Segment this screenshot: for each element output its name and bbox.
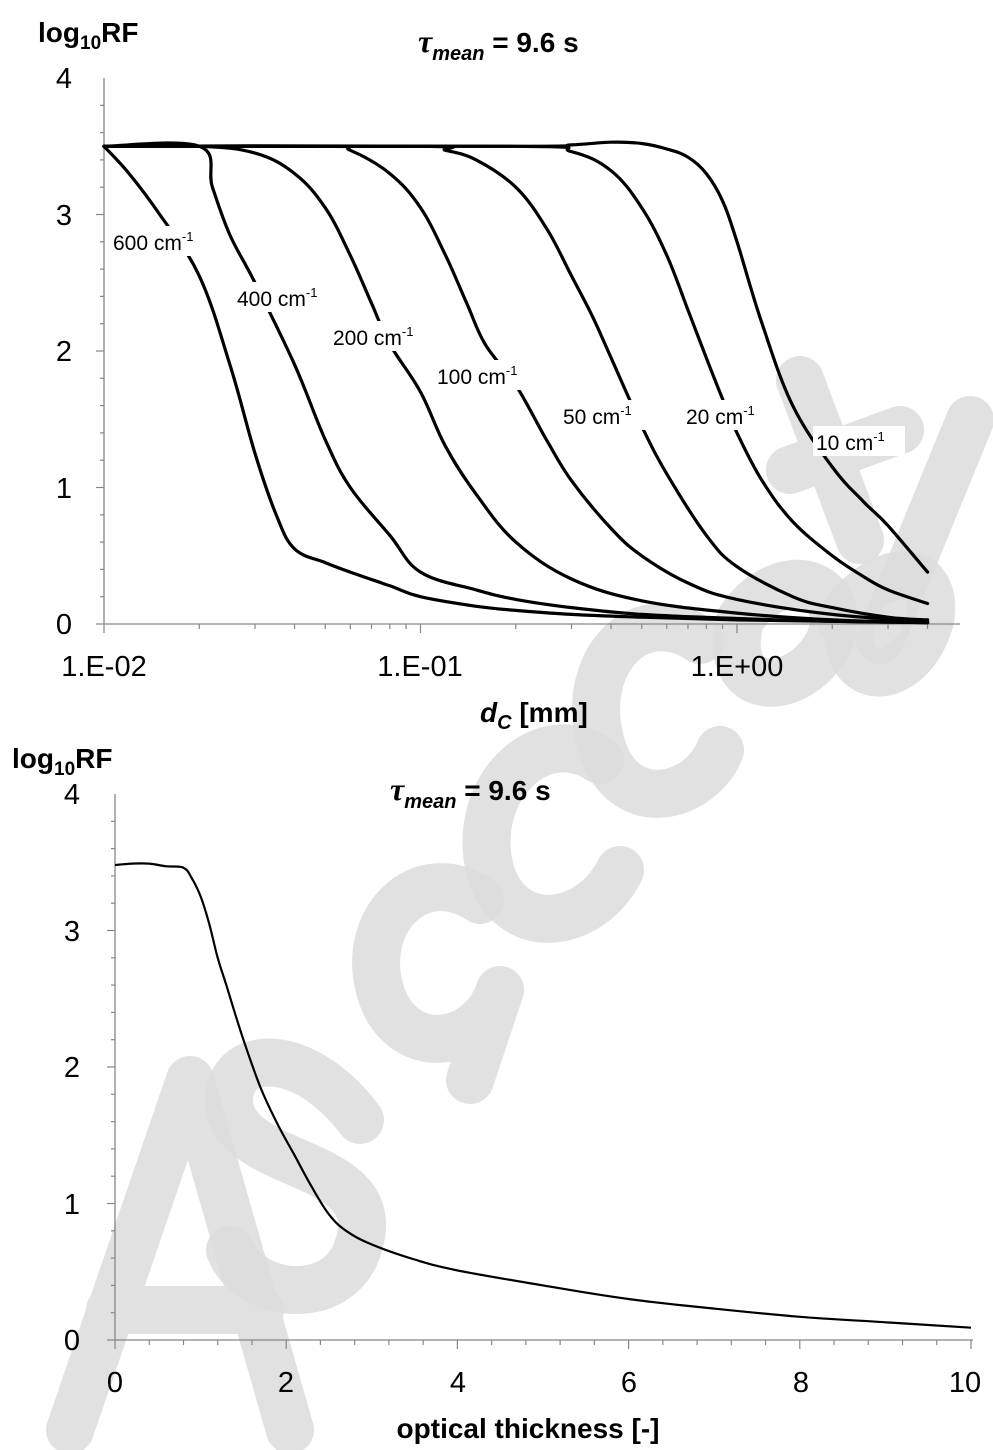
svg-text:200 cm-1: 200 cm-1 bbox=[333, 324, 413, 350]
bottom-title: τmean = 9.6 s bbox=[390, 771, 551, 813]
top-ytick-label: 3 bbox=[56, 200, 72, 232]
svg-text:10 cm-1: 10 cm-1 bbox=[816, 429, 885, 455]
curve-label-100: 100 cm-1 bbox=[434, 360, 540, 390]
svg-text:400 cm-1: 400 cm-1 bbox=[237, 285, 317, 311]
bottom-ytick-label: 0 bbox=[64, 1325, 80, 1357]
watermark bbox=[46, 356, 993, 1450]
series-line-200-cm-1 bbox=[102, 144, 930, 625]
curve-label-600: 600 cm-1 bbox=[110, 226, 214, 256]
bottom-chart: log10RF τmean = 9.6 s 4 3 2 1 0 0 2 4 6 … bbox=[12, 743, 981, 1444]
bottom-xtick-label: 8 bbox=[793, 1367, 809, 1399]
curve-label-10: 10 cm-1 bbox=[813, 426, 905, 456]
bottom-xtick-label: 4 bbox=[450, 1367, 466, 1399]
bottom-xtick-label: 2 bbox=[278, 1367, 294, 1399]
series-line bbox=[114, 862, 972, 1329]
series-line-600-cm-1 bbox=[102, 144, 930, 625]
top-xlabel: dC [mm] bbox=[480, 697, 588, 734]
curve-label-50: 50 cm-1 bbox=[560, 400, 654, 430]
bottom-xtick-label: 6 bbox=[621, 1367, 637, 1399]
top-ytick-label: 2 bbox=[56, 336, 72, 368]
top-series-group bbox=[102, 140, 930, 625]
series-line-400-cm-1 bbox=[102, 141, 930, 625]
top-title: τmean = 9.6 s bbox=[418, 23, 579, 65]
top-chart: log10RF τmean = 9.6 s 4 3 2 1 0 1.E-02 1… bbox=[38, 17, 960, 734]
top-ytick-label: 4 bbox=[56, 63, 72, 95]
top-ytick-label: 1 bbox=[56, 473, 72, 505]
curve-label-400: 400 cm-1 bbox=[234, 282, 340, 312]
top-x-ticks bbox=[103, 624, 929, 633]
series-line-50-cm-1 bbox=[102, 144, 930, 622]
bottom-x-ticks bbox=[114, 1340, 972, 1349]
curve-label-200: 200 cm-1 bbox=[330, 321, 436, 351]
curve-label-20: 20 cm-1 bbox=[683, 400, 775, 430]
bottom-series-group bbox=[114, 862, 972, 1329]
svg-text:50 cm-1: 50 cm-1 bbox=[563, 403, 632, 429]
top-xtick-label: 1.E+00 bbox=[691, 651, 784, 683]
svg-text:100 cm-1: 100 cm-1 bbox=[437, 363, 517, 389]
top-xtick-label: 1.E-01 bbox=[377, 651, 462, 683]
bottom-ylabel: log10RF bbox=[12, 743, 112, 780]
series-line-10-cm-1 bbox=[102, 140, 930, 574]
top-y-ticks bbox=[96, 104, 104, 625]
bottom-y-ticks bbox=[107, 820, 115, 1341]
bottom-ytick-label: 4 bbox=[64, 779, 80, 811]
top-ytick-label: 0 bbox=[56, 609, 72, 641]
bottom-ytick-label: 1 bbox=[64, 1189, 80, 1221]
bottom-ytick-label: 3 bbox=[64, 916, 80, 948]
top-ylabel: log10RF bbox=[38, 17, 138, 54]
bottom-ytick-label: 2 bbox=[64, 1052, 80, 1084]
svg-text:600 cm-1: 600 cm-1 bbox=[113, 229, 193, 255]
svg-text:20 cm-1: 20 cm-1 bbox=[686, 403, 755, 429]
top-xtick-label: 1.E-02 bbox=[61, 651, 146, 683]
bottom-xtick-label: 0 bbox=[107, 1367, 123, 1399]
bottom-xtick-label: 10 bbox=[949, 1367, 981, 1399]
bottom-xlabel: optical thickness [-] bbox=[397, 1413, 660, 1444]
